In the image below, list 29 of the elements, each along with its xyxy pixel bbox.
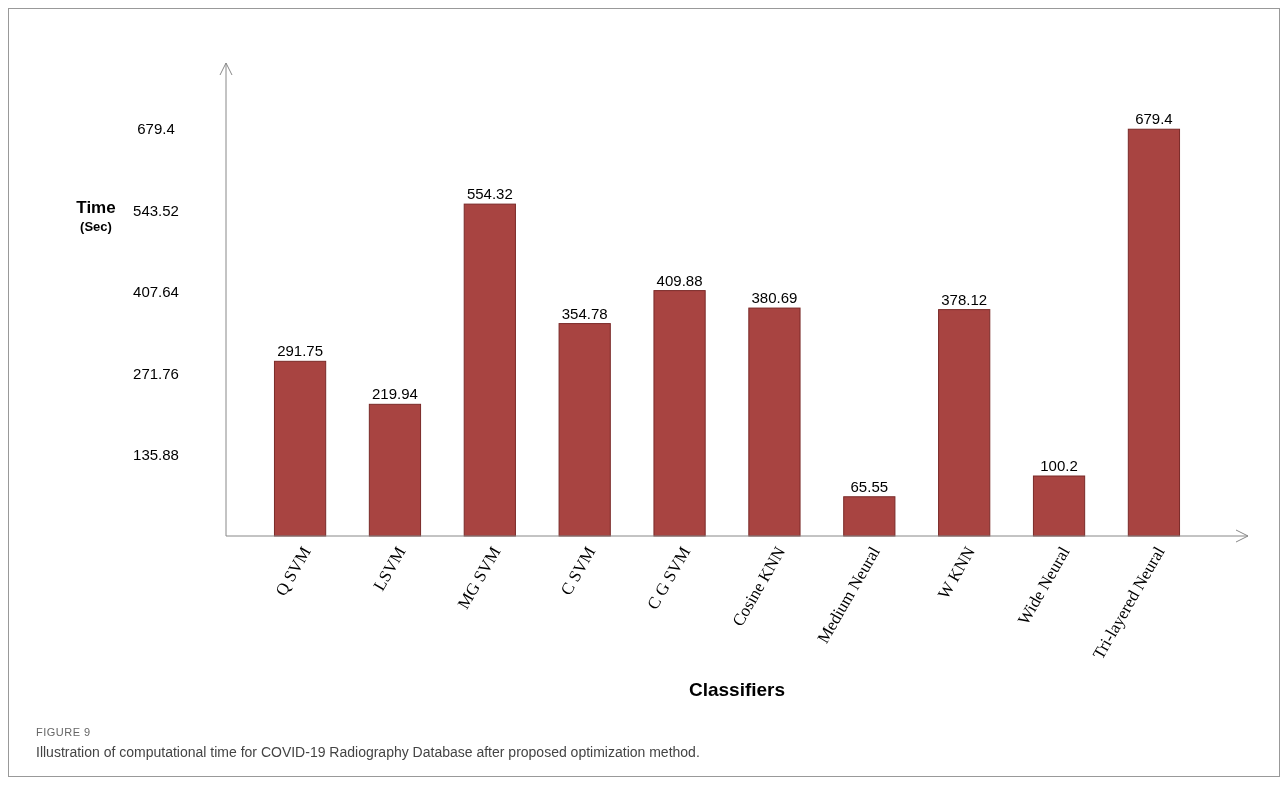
data-label: 378.12 (941, 290, 988, 308)
data-label: 380.69 (751, 289, 798, 307)
y-tick-label: 407.64 (133, 283, 179, 301)
y-tick-label: 135.88 (133, 445, 179, 463)
data-label: 65.55 (850, 477, 889, 495)
data-label: 554.32 (466, 185, 513, 203)
bar (558, 323, 611, 537)
bar (1032, 475, 1086, 537)
text: Illustration of computational time for COVID-19 Radiography Database after proposed optimization method. (36, 744, 700, 760)
bar (843, 496, 896, 537)
data-label: 100.2 (1040, 457, 1078, 475)
y-tick-label: 679.4 (137, 120, 175, 138)
bar (938, 309, 991, 537)
x-axis-title: Classifiers (688, 679, 786, 700)
y-axis-title: Time (Sec) (76, 198, 116, 234)
bar (368, 403, 422, 537)
data-label: 291.75 (277, 342, 324, 360)
bar (653, 290, 706, 537)
data-label: 219.94 (372, 385, 418, 403)
bar (273, 360, 327, 537)
bar (463, 203, 516, 537)
y-tick-label: 543.52 (133, 201, 179, 219)
y-tick-label: 271.76 (133, 364, 179, 382)
data-label: 354.78 (561, 304, 608, 322)
bar (748, 307, 801, 537)
caption: FIGURE 9 (36, 726, 91, 738)
data-label: 409.88 (656, 271, 703, 289)
data-label: 679.4 (1135, 110, 1173, 128)
bar (1127, 128, 1181, 537)
